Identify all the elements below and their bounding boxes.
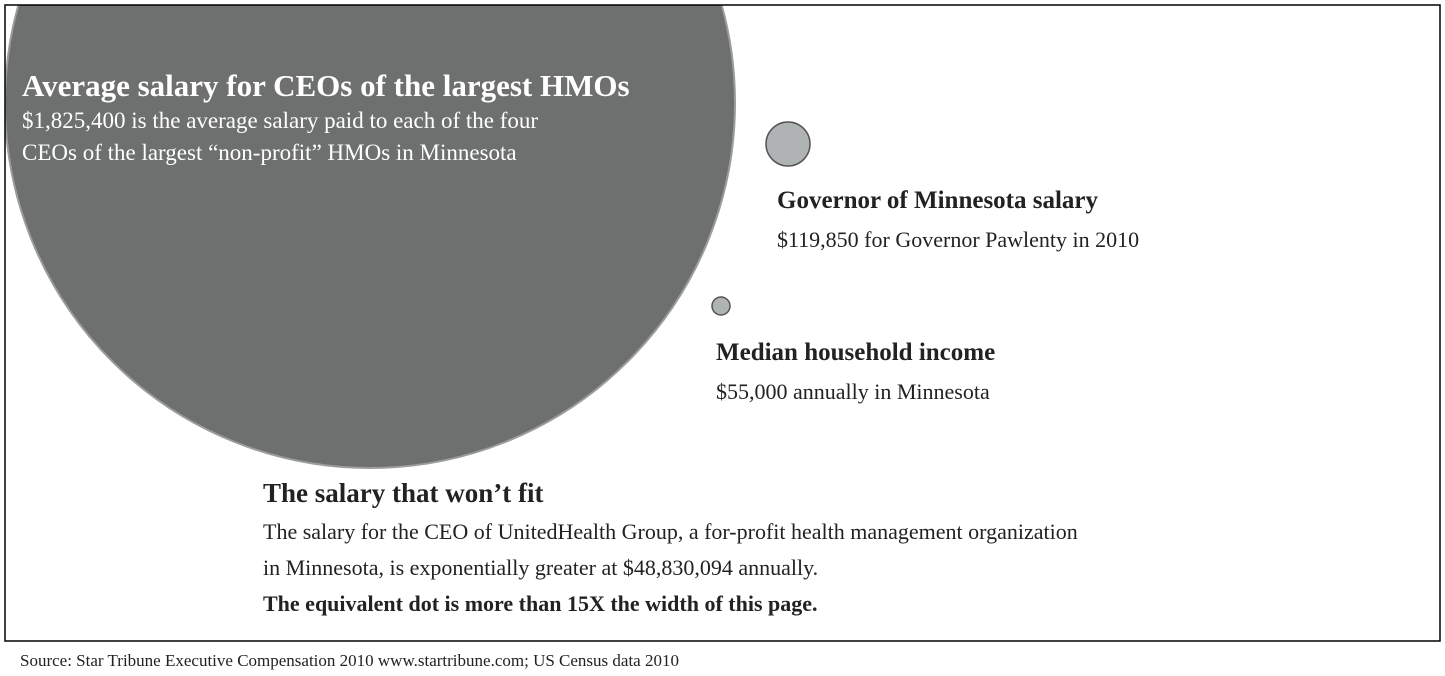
median-title: Median household income xyxy=(716,339,995,366)
wont-fit-line: in Minnesota, is exponentially greater a… xyxy=(263,555,818,580)
frame xyxy=(4,4,1441,642)
source: Source: Star Tribune Executive Compensat… xyxy=(20,651,679,670)
governor-title: Governor of Minnesota salary xyxy=(777,187,1099,214)
median-line: $55,000 annually in Minnesota xyxy=(716,379,990,404)
main-line: $1,825,400 is the average salary paid to… xyxy=(22,108,538,133)
median-circle xyxy=(711,296,731,316)
main-line: CEOs of the largest “non-profit” HMOs in… xyxy=(22,140,517,165)
governor-circle xyxy=(765,121,811,167)
wont-fit-line: The salary for the CEO of UnitedHealth G… xyxy=(263,519,1078,544)
ceo-circle xyxy=(5,5,736,469)
wont-fit-title: The salary that won’t fit xyxy=(263,478,543,508)
main-title: Average salary for CEOs of the largest H… xyxy=(22,68,630,103)
governor-line: $119,850 for Governor Pawlenty in 2010 xyxy=(777,227,1139,252)
wont-fit-emphasis: The equivalent dot is more than 15X the … xyxy=(263,591,818,616)
